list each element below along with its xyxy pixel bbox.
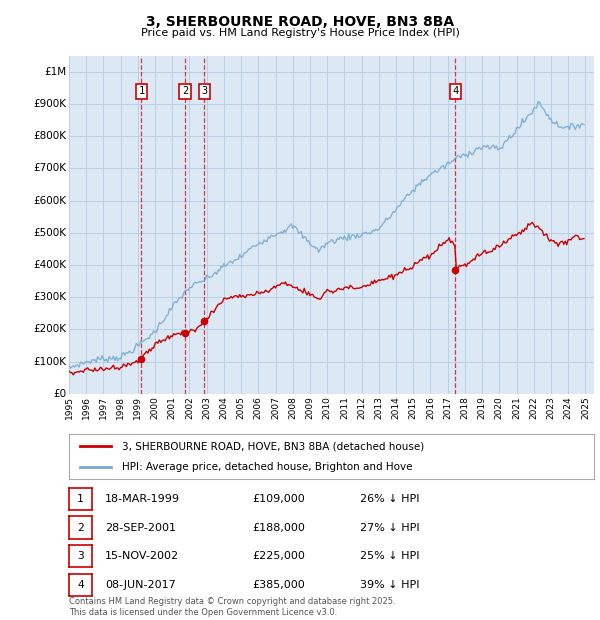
Text: 27% ↓ HPI: 27% ↓ HPI xyxy=(360,523,419,533)
Text: HPI: Average price, detached house, Brighton and Hove: HPI: Average price, detached house, Brig… xyxy=(121,461,412,472)
Text: £0: £0 xyxy=(53,389,67,399)
Text: 26% ↓ HPI: 26% ↓ HPI xyxy=(360,494,419,504)
Text: Price paid vs. HM Land Registry's House Price Index (HPI): Price paid vs. HM Land Registry's House … xyxy=(140,28,460,38)
Text: Contains HM Land Registry data © Crown copyright and database right 2025.
This d: Contains HM Land Registry data © Crown c… xyxy=(69,598,395,617)
Text: 4: 4 xyxy=(452,86,458,96)
Text: £800K: £800K xyxy=(34,131,67,141)
Text: 2: 2 xyxy=(182,86,188,96)
Text: £385,000: £385,000 xyxy=(252,580,305,590)
Text: £109,000: £109,000 xyxy=(252,494,305,504)
Text: 3, SHERBOURNE ROAD, HOVE, BN3 8BA (detached house): 3, SHERBOURNE ROAD, HOVE, BN3 8BA (detac… xyxy=(121,441,424,451)
Text: £300K: £300K xyxy=(34,292,67,302)
Text: £1M: £1M xyxy=(44,67,67,77)
Text: £225,000: £225,000 xyxy=(252,551,305,561)
Text: £188,000: £188,000 xyxy=(252,523,305,533)
Text: 25% ↓ HPI: 25% ↓ HPI xyxy=(360,551,419,561)
Text: 2: 2 xyxy=(77,523,84,533)
Text: 39% ↓ HPI: 39% ↓ HPI xyxy=(360,580,419,590)
Text: 15-NOV-2002: 15-NOV-2002 xyxy=(105,551,179,561)
Text: 3: 3 xyxy=(77,551,84,561)
Text: £700K: £700K xyxy=(34,164,67,174)
Text: £900K: £900K xyxy=(34,99,67,109)
Text: 1: 1 xyxy=(139,86,145,96)
Text: 3, SHERBOURNE ROAD, HOVE, BN3 8BA: 3, SHERBOURNE ROAD, HOVE, BN3 8BA xyxy=(146,16,454,30)
Text: 3: 3 xyxy=(202,86,208,96)
Text: £200K: £200K xyxy=(34,324,67,334)
Text: 1: 1 xyxy=(77,494,84,504)
Text: £500K: £500K xyxy=(34,228,67,238)
Text: 28-SEP-2001: 28-SEP-2001 xyxy=(105,523,176,533)
Text: 18-MAR-1999: 18-MAR-1999 xyxy=(105,494,180,504)
Text: 4: 4 xyxy=(77,580,84,590)
Text: £400K: £400K xyxy=(34,260,67,270)
Text: 08-JUN-2017: 08-JUN-2017 xyxy=(105,580,176,590)
Text: £100K: £100K xyxy=(34,356,67,366)
Text: £600K: £600K xyxy=(34,196,67,206)
